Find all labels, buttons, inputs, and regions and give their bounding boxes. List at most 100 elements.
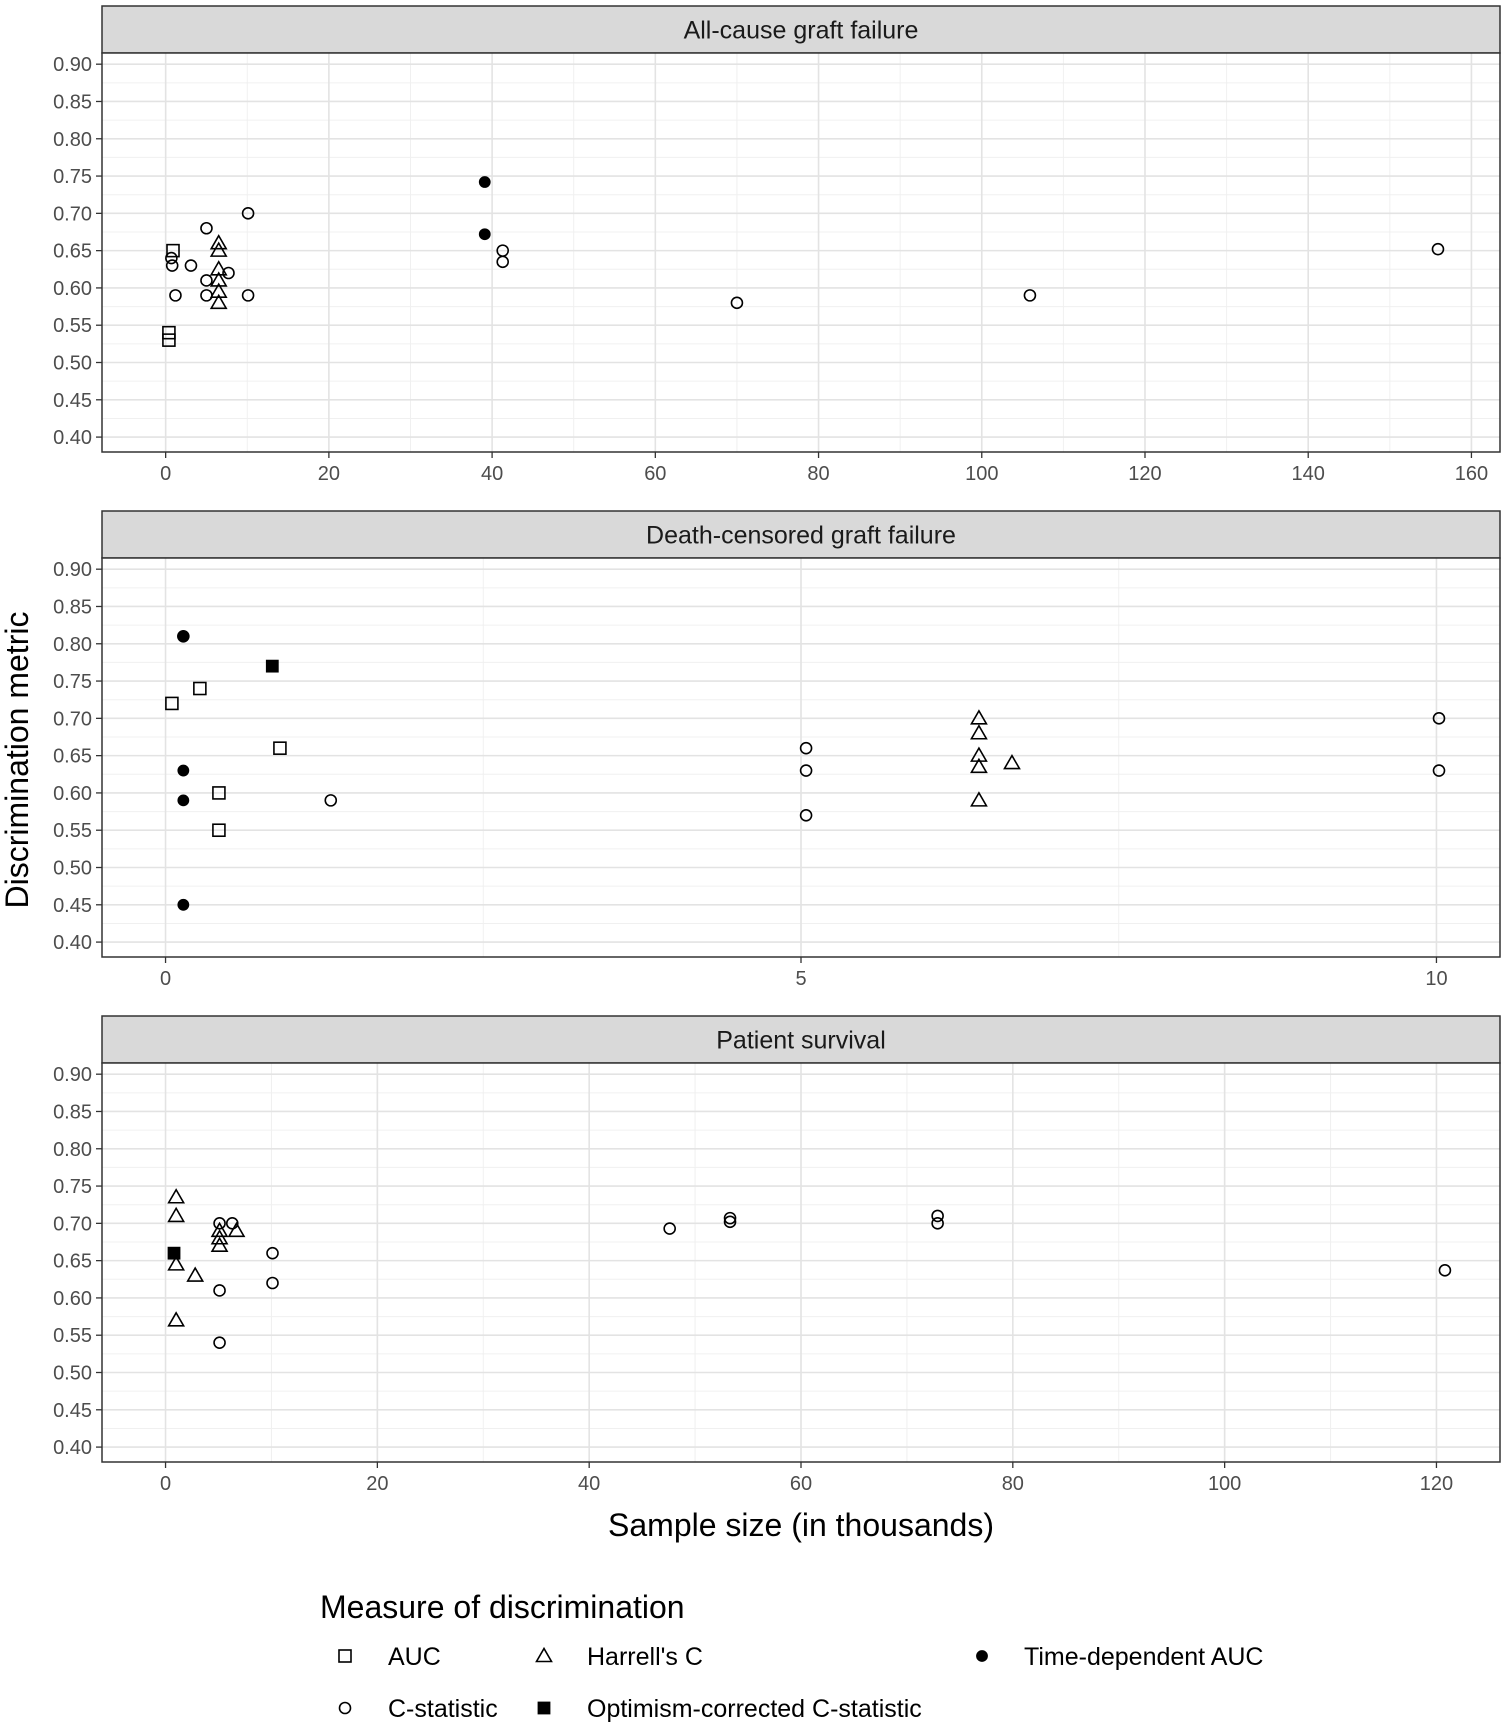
point-cstat: [1438, 1264, 1452, 1277]
point-cstat: [1432, 764, 1446, 777]
y-tick-label: 0.75: [53, 1176, 92, 1198]
x-tick-label: 20: [366, 1473, 388, 1495]
point-cstat: [931, 1209, 944, 1223]
x-tick-label: 60: [790, 1473, 812, 1495]
point-harrell: [209, 282, 228, 298]
point-cstat: [165, 259, 179, 272]
x-tick-label: 0: [160, 1473, 171, 1495]
point-harrell: [167, 1206, 186, 1223]
point-auc: [166, 243, 180, 258]
point-cstat: [266, 1276, 279, 1290]
point-td_auc: [177, 898, 190, 911]
x-tick-label: 100: [965, 463, 998, 485]
y-tick-label: 0.85: [53, 91, 92, 113]
x-tick-label: 120: [1128, 463, 1161, 485]
point-cstat: [799, 808, 813, 822]
legend-label: Harrell's C: [587, 1643, 703, 1671]
legend-key-harrell: [535, 1646, 553, 1663]
point-harrell: [167, 1188, 186, 1204]
point-auc: [273, 741, 287, 755]
point-cstat: [324, 794, 338, 807]
panel-1: All-cause graft failure 0.40 0.45 0.50 0.55 0…: [53, 5, 1501, 485]
point-cstat: [200, 274, 213, 287]
point-cstat: [1431, 242, 1445, 256]
point-cstat: [663, 1222, 676, 1235]
y-tick-label: 0.45: [53, 1400, 92, 1422]
x-tick-label: 40: [481, 463, 503, 485]
point-cstat: [1023, 289, 1037, 302]
x-tick-label: 60: [644, 463, 666, 485]
y-tick-label: 0.70: [53, 1213, 92, 1235]
y-tick-label: 0.90: [53, 1064, 92, 1086]
point-harrell: [970, 746, 988, 762]
point-auc: [212, 823, 226, 838]
point-harrell: [1003, 753, 1021, 770]
legend-item-harrell: Harrell's C: [535, 1643, 703, 1671]
x-tick-label: 0: [160, 463, 171, 485]
point-harrell: [186, 1266, 205, 1282]
point-opt_c: [265, 659, 279, 673]
point-cstat: [222, 266, 235, 280]
panel-border: [101, 1062, 1501, 1463]
point-harrell: [970, 791, 988, 807]
point-cstat: [931, 1217, 944, 1230]
legend-label: Optimism-corrected C-statistic: [587, 1695, 922, 1723]
x-tick-label: 0: [160, 968, 171, 990]
panel-3: Patient survival 0.40 0.45 0.50 0.55 0.60 0.65…: [53, 1015, 1501, 1495]
point-td_auc: [177, 764, 190, 777]
point-harrell: [209, 293, 228, 310]
point-cstat: [1432, 712, 1446, 725]
panel-border: [101, 557, 1501, 958]
point-cstat: [213, 1217, 226, 1230]
point-cstat: [241, 207, 255, 220]
point-cstat: [165, 251, 178, 265]
y-tick-label: 0.65: [53, 1251, 92, 1273]
point-td_auc: [478, 176, 491, 188]
point-harrell: [970, 757, 988, 774]
x-axis-title: Sample size (in thousands): [608, 1507, 994, 1543]
y-axis-title: Discrimination metric: [0, 612, 35, 909]
legend-title: Measure of discrimination: [320, 1589, 685, 1625]
y-tick-label: 0.80: [53, 1139, 92, 1161]
y-tick-label: 0.50: [53, 1363, 92, 1385]
y-tick-label: 0.85: [53, 596, 92, 618]
point-opt_c: [167, 1246, 181, 1260]
x-tick-label: 80: [1002, 1473, 1024, 1495]
panel-border: [101, 52, 1501, 453]
panel-title: Death-censored graft failure: [646, 522, 956, 550]
y-tick-label: 0.55: [53, 315, 92, 337]
point-auc: [165, 696, 179, 711]
y-tick-label: 0.70: [53, 203, 92, 225]
point-td_auc: [177, 630, 190, 643]
point-harrell: [970, 724, 988, 740]
x-tick-label: 120: [1420, 1473, 1453, 1495]
y-tick-label: 0.90: [53, 54, 92, 76]
y-tick-label: 0.70: [53, 708, 92, 730]
legend-key-auc: [338, 1649, 352, 1663]
point-auc: [162, 325, 176, 340]
point-td_auc: [478, 228, 491, 241]
y-tick-label: 0.90: [53, 559, 92, 581]
y-tick-label: 0.40: [53, 1437, 92, 1459]
x-tick-label: 5: [795, 968, 806, 990]
panel-title: Patient survival: [716, 1027, 886, 1055]
x-tick-label: 80: [807, 463, 829, 485]
legend-label: Time-dependent AUC: [1024, 1643, 1263, 1671]
point-harrell: [227, 1221, 246, 1238]
legend-key-cstat: [338, 1701, 352, 1715]
y-tick-label: 0.50: [53, 353, 92, 375]
legend: Measure of discrimination AUC Harrell's C…: [320, 1589, 1263, 1723]
point-harrell: [209, 271, 228, 287]
point-harrell: [210, 1229, 229, 1245]
legend-key-td_auc: [976, 1650, 988, 1662]
x-tick-label: 100: [1208, 1473, 1241, 1495]
x-tick-label: 40: [578, 1473, 600, 1495]
legend-item-td_auc: Time-dependent AUC: [976, 1643, 1263, 1671]
x-tick-label: 20: [318, 463, 340, 485]
point-cstat: [200, 221, 213, 235]
plot-background: [102, 53, 1500, 452]
point-harrell: [209, 260, 228, 276]
point-auc: [212, 786, 226, 800]
legend-item-cstat: C-statistic: [338, 1695, 498, 1723]
